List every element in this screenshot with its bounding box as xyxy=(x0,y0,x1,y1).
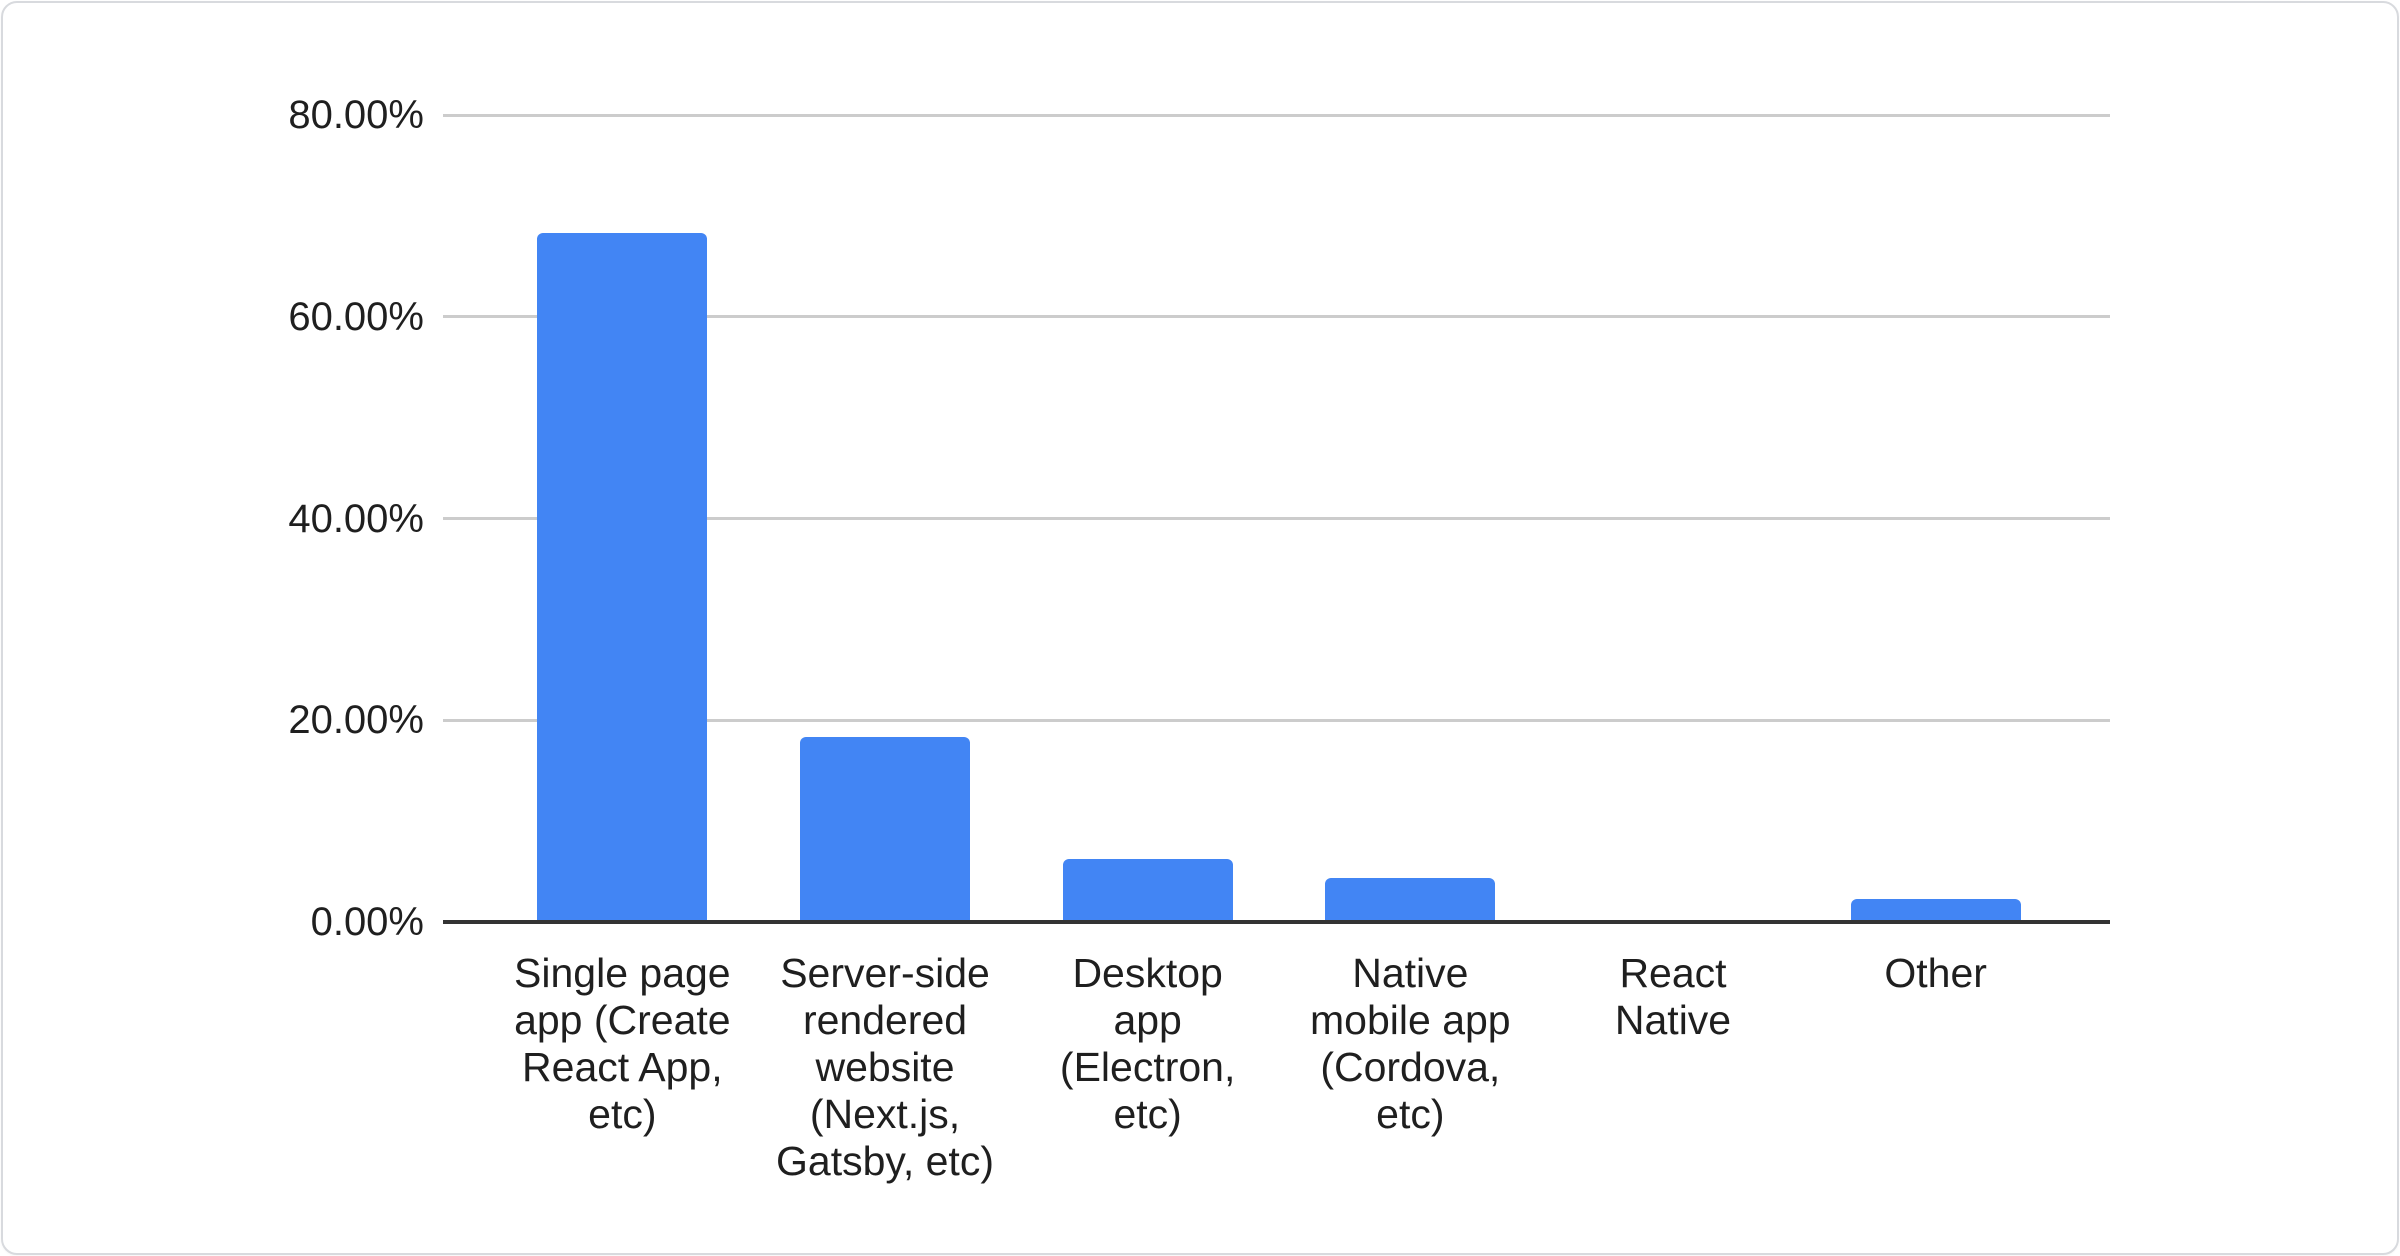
y-axis-tick-label-1: 60.00% xyxy=(288,294,424,339)
bar-0[interactable] xyxy=(537,233,708,922)
y-axis-tick-label-2: 40.00% xyxy=(288,496,424,541)
x-axis-baseline xyxy=(443,920,2110,924)
bar-3[interactable] xyxy=(1325,877,1496,922)
gridline-80 xyxy=(443,113,2110,117)
x-axis-label-2: Desktop app (Electron, etc) xyxy=(1059,950,1236,1137)
gridline-20 xyxy=(443,718,2110,722)
bar-1[interactable] xyxy=(800,737,970,922)
bar-2[interactable] xyxy=(1062,859,1233,922)
bar-5[interactable] xyxy=(1850,898,2021,922)
gridline-60 xyxy=(443,315,2110,319)
y-axis-tick-label-0: 80.00% xyxy=(288,93,424,137)
x-axis-label-0: Single page app (Create React App, etc) xyxy=(514,950,731,1137)
x-axis-label-3: Native mobile app (Cordova, etc) xyxy=(1310,950,1511,1137)
x-axis-label-1: Server-side rendered website (Next.js, G… xyxy=(776,950,994,1184)
gridline-40 xyxy=(443,517,2110,520)
y-axis-tick-label-4: 0.00% xyxy=(310,900,424,944)
x-axis-label-4: React Native xyxy=(1614,950,1732,1043)
y-axis-tick-label-3: 20.00% xyxy=(288,698,424,743)
plot-area xyxy=(443,113,2110,924)
x-axis-label-5: Other xyxy=(1884,950,1987,996)
